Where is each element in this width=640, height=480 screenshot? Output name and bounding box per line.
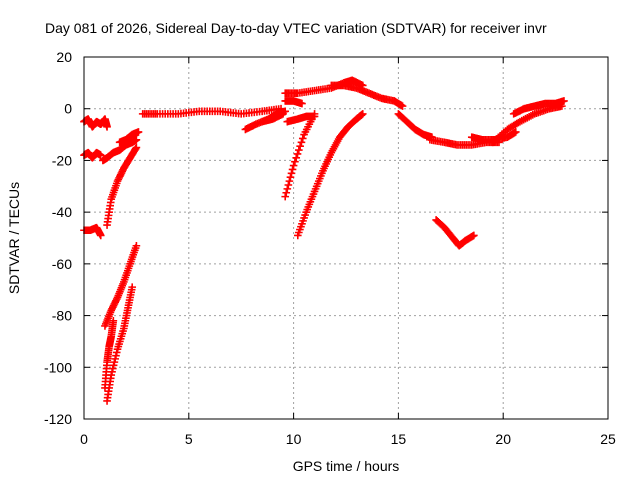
data-point-s21: [296, 142, 304, 151]
y-axis-ticks: 20 0 -20 -40 -60 -80 -100 -120: [44, 49, 608, 427]
data-point-s21: [287, 169, 296, 178]
data-point-s23: [297, 222, 305, 231]
data-point-s21: [285, 177, 294, 185]
data-point-s2: [96, 151, 105, 160]
y-tick-label: 0: [64, 101, 72, 117]
data-point-s6: [96, 231, 105, 240]
data-point-s21: [284, 181, 293, 189]
data-point-s23: [301, 211, 309, 219]
y-tick-label: -20: [52, 152, 72, 168]
x-tick-label: 25: [600, 431, 616, 447]
data-point-s23: [298, 219, 306, 228]
data-point-s21: [289, 161, 298, 170]
data-point-s21: [288, 165, 297, 174]
data-point-s22: [310, 112, 319, 121]
data-point-s21: [298, 134, 307, 143]
y-tick-label: -100: [44, 359, 72, 375]
data-point-s23: [358, 110, 367, 118]
data-point-s21: [281, 192, 290, 201]
x-tick-label: 0: [80, 431, 88, 447]
data-point-s21: [292, 154, 301, 162]
data-point-s21: [282, 188, 291, 197]
data-point-s21: [286, 173, 295, 182]
data-point-s14: [298, 99, 306, 108]
data-point-s5: [134, 128, 143, 136]
data-point-s23: [293, 231, 302, 240]
data-point-s21: [283, 185, 292, 193]
x-axis-label: GPS time / hours: [293, 458, 400, 474]
data-point-s4: [132, 143, 141, 152]
data-point-s1: [103, 123, 111, 131]
data-point-s21: [293, 150, 302, 158]
data-point-s18: [511, 128, 520, 136]
data-point-s23: [296, 225, 304, 234]
data-points: [80, 76, 568, 405]
y-tick-label: -60: [52, 256, 72, 272]
data-point-s23: [295, 228, 303, 237]
y-tick-label: -80: [52, 308, 72, 324]
x-tick-label: 20: [495, 431, 511, 447]
y-tick-label: -40: [52, 204, 72, 220]
data-point-s7: [132, 241, 141, 250]
data-point-s21: [297, 138, 306, 147]
y-tick-label: 20: [56, 49, 72, 65]
data-point-s9: [109, 316, 118, 325]
data-point-s8: [128, 283, 137, 291]
data-point-s24: [470, 231, 478, 240]
data-point-s23: [300, 214, 308, 222]
data-point-s15: [398, 102, 407, 110]
chart-title: Day 081 of 2026, Sidereal Day-to-day VTE…: [45, 20, 547, 36]
data-point-s12: [279, 110, 287, 118]
data-point-s21: [291, 157, 299, 166]
data-point-s20: [560, 97, 568, 105]
x-tick-label: 10: [286, 431, 302, 447]
data-point-s21: [295, 146, 303, 154]
y-tick-label: -120: [44, 411, 72, 427]
y-axis-label: SDTVAR / TECUs: [6, 182, 22, 294]
data-point-s23: [299, 217, 307, 225]
x-tick-label: 5: [185, 431, 193, 447]
data-point-s3: [132, 135, 141, 144]
plot-frame: [83, 56, 609, 420]
x-tick-label: 15: [391, 431, 407, 447]
